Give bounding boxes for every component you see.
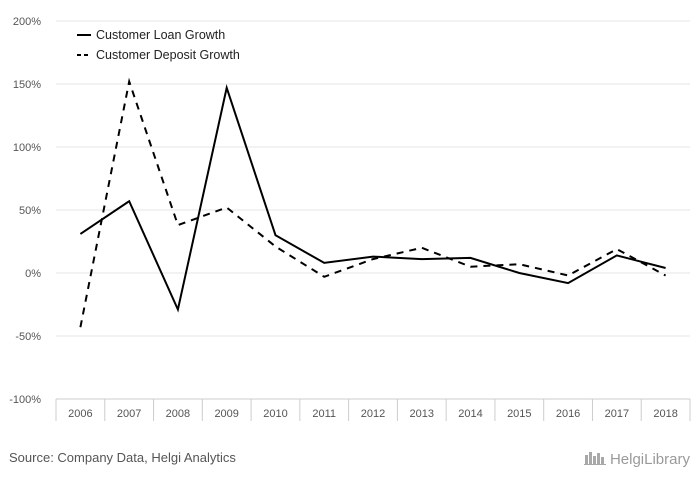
axes bbox=[55, 398, 691, 421]
y-tick-label: 100% bbox=[13, 142, 41, 154]
y-tick-label: -100% bbox=[9, 394, 41, 406]
x-tick-label: 2013 bbox=[410, 408, 434, 420]
x-tick-label: 2010 bbox=[263, 408, 287, 420]
brand-name: HelgiLibrary bbox=[609, 450, 690, 468]
y-tick-labels: -100% -50% 0% 50% 100% 150% 200% bbox=[9, 16, 41, 406]
loan-growth-line bbox=[79, 84, 666, 313]
legend-label: Customer Loan Growth bbox=[96, 28, 225, 42]
x-tick-label: 2011 bbox=[312, 408, 336, 420]
x-tick-label: 2006 bbox=[68, 408, 92, 420]
legend-label: Customer Deposit Growth bbox=[96, 48, 240, 62]
x-tick-label: 2007 bbox=[117, 408, 141, 420]
x-tick-label: 2012 bbox=[361, 408, 385, 420]
x-tick-label: 2014 bbox=[458, 408, 482, 420]
y-tick-label: -50% bbox=[15, 331, 41, 343]
y-tick-label: 200% bbox=[13, 16, 41, 28]
y-tick-label: 150% bbox=[13, 79, 41, 91]
x-tick-label: 2009 bbox=[214, 408, 238, 420]
library-icon bbox=[583, 449, 606, 469]
x-tick-labels: 2006 2007 2008 2009 2010 2011 2012 2013 2014 2015… bbox=[68, 408, 678, 420]
x-tick-label: 2017 bbox=[605, 408, 629, 420]
source-note: Source: Company Data, Helgi Analytics bbox=[9, 450, 236, 465]
x-tick-label: 2008 bbox=[166, 408, 190, 420]
series-lines bbox=[79, 77, 667, 328]
legend: Customer Loan Growth Customer Deposit Gro… bbox=[77, 28, 240, 62]
brand-logo: HelgiLibrary bbox=[583, 449, 690, 469]
deposit-growth-line bbox=[79, 77, 667, 328]
y-tick-label: 50% bbox=[19, 205, 41, 217]
y-tick-label: 0% bbox=[25, 268, 41, 280]
grid-lines bbox=[56, 20, 690, 337]
x-tick-label: 2015 bbox=[507, 408, 531, 420]
line-chart: -100%-50%0%50%100%150%200% 2006 2007 2008 2… bbox=[9, 16, 691, 421]
x-tick-label: 2018 bbox=[653, 408, 677, 420]
x-tick-label: 2016 bbox=[556, 408, 580, 420]
